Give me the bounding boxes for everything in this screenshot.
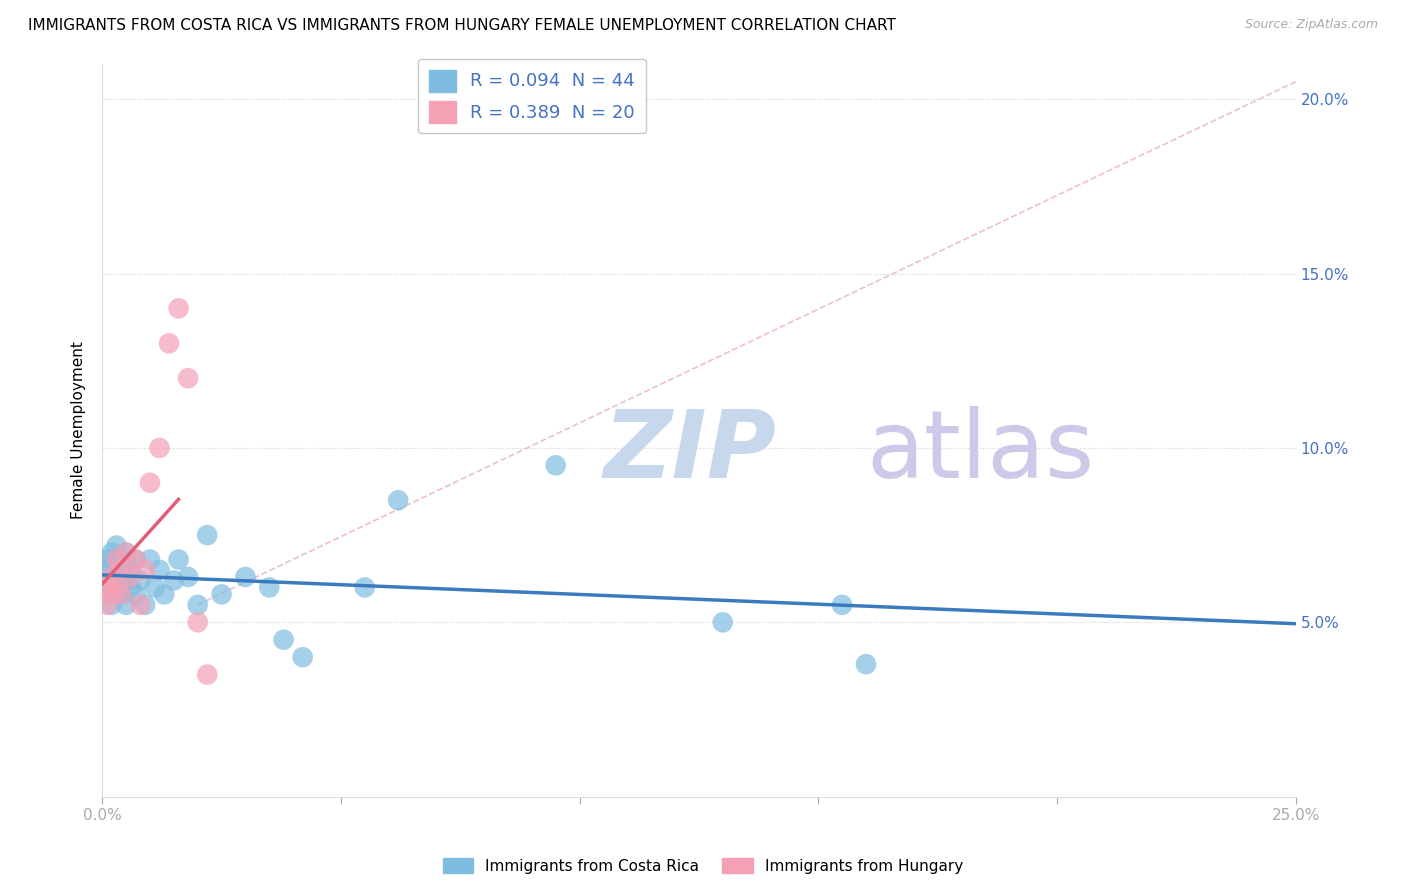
Point (110, 581, 132, 595)
Point (96, 598, 118, 612)
Point (129, 598, 152, 612)
Point (153, 587, 176, 601)
Point (105, 581, 128, 595)
Point (105, 574, 128, 588)
Point (110, 587, 132, 601)
Point (120, 581, 142, 595)
Point (96, 581, 118, 595)
Text: Source: ZipAtlas.com: Source: ZipAtlas.com (1244, 18, 1378, 31)
Point (105, 552, 128, 566)
Point (831, 598, 853, 612)
Point (96, 581, 118, 595)
Point (167, 301, 190, 316)
Point (195, 528, 218, 542)
Point (291, 650, 314, 665)
Point (105, 587, 128, 601)
Point (134, 598, 156, 612)
Point (100, 570, 122, 584)
Text: IMMIGRANTS FROM COSTA RICA VS IMMIGRANTS FROM HUNGARY FEMALE UNEMPLOYMENT CORREL: IMMIGRANTS FROM COSTA RICA VS IMMIGRANTS… (28, 18, 896, 33)
Point (134, 563, 156, 577)
Point (105, 552, 128, 566)
Point (187, 615, 209, 630)
Point (105, 539, 128, 553)
Point (110, 587, 132, 601)
Point (177, 570, 200, 584)
Point (115, 552, 138, 566)
Point (96, 563, 118, 577)
Point (544, 458, 567, 473)
Point (124, 552, 146, 566)
Point (177, 371, 200, 385)
Point (100, 598, 122, 612)
Point (124, 552, 146, 566)
Point (211, 587, 233, 601)
Point (139, 552, 162, 566)
Point (100, 556, 122, 570)
Point (143, 581, 166, 595)
Point (115, 545, 138, 559)
Point (124, 587, 146, 601)
Legend: Immigrants from Costa Rica, Immigrants from Hungary: Immigrants from Costa Rica, Immigrants f… (436, 852, 970, 880)
Point (273, 632, 295, 647)
Point (167, 552, 190, 566)
Y-axis label: Female Unemployment: Female Unemployment (72, 342, 86, 519)
Point (100, 545, 122, 559)
Point (187, 598, 209, 612)
Point (259, 581, 281, 595)
Point (110, 563, 132, 577)
Point (353, 581, 375, 595)
Point (387, 493, 409, 508)
Point (115, 570, 138, 584)
Point (115, 598, 138, 612)
Point (100, 587, 122, 601)
Point (157, 336, 180, 351)
Point (235, 570, 257, 584)
Point (110, 563, 132, 577)
Point (148, 441, 170, 455)
Text: atlas: atlas (866, 407, 1094, 499)
Legend: R = 0.094  N = 44, R = 0.389  N = 20: R = 0.094 N = 44, R = 0.389 N = 20 (418, 59, 645, 134)
Point (195, 667, 218, 681)
Point (96, 552, 118, 566)
Point (115, 545, 138, 559)
Point (129, 574, 152, 588)
Point (100, 570, 122, 584)
Point (120, 570, 142, 584)
Point (120, 563, 142, 577)
Point (139, 475, 162, 490)
Point (711, 615, 734, 630)
Point (855, 657, 877, 672)
Text: ZIP: ZIP (603, 407, 776, 499)
Point (163, 574, 186, 588)
Point (148, 563, 170, 577)
